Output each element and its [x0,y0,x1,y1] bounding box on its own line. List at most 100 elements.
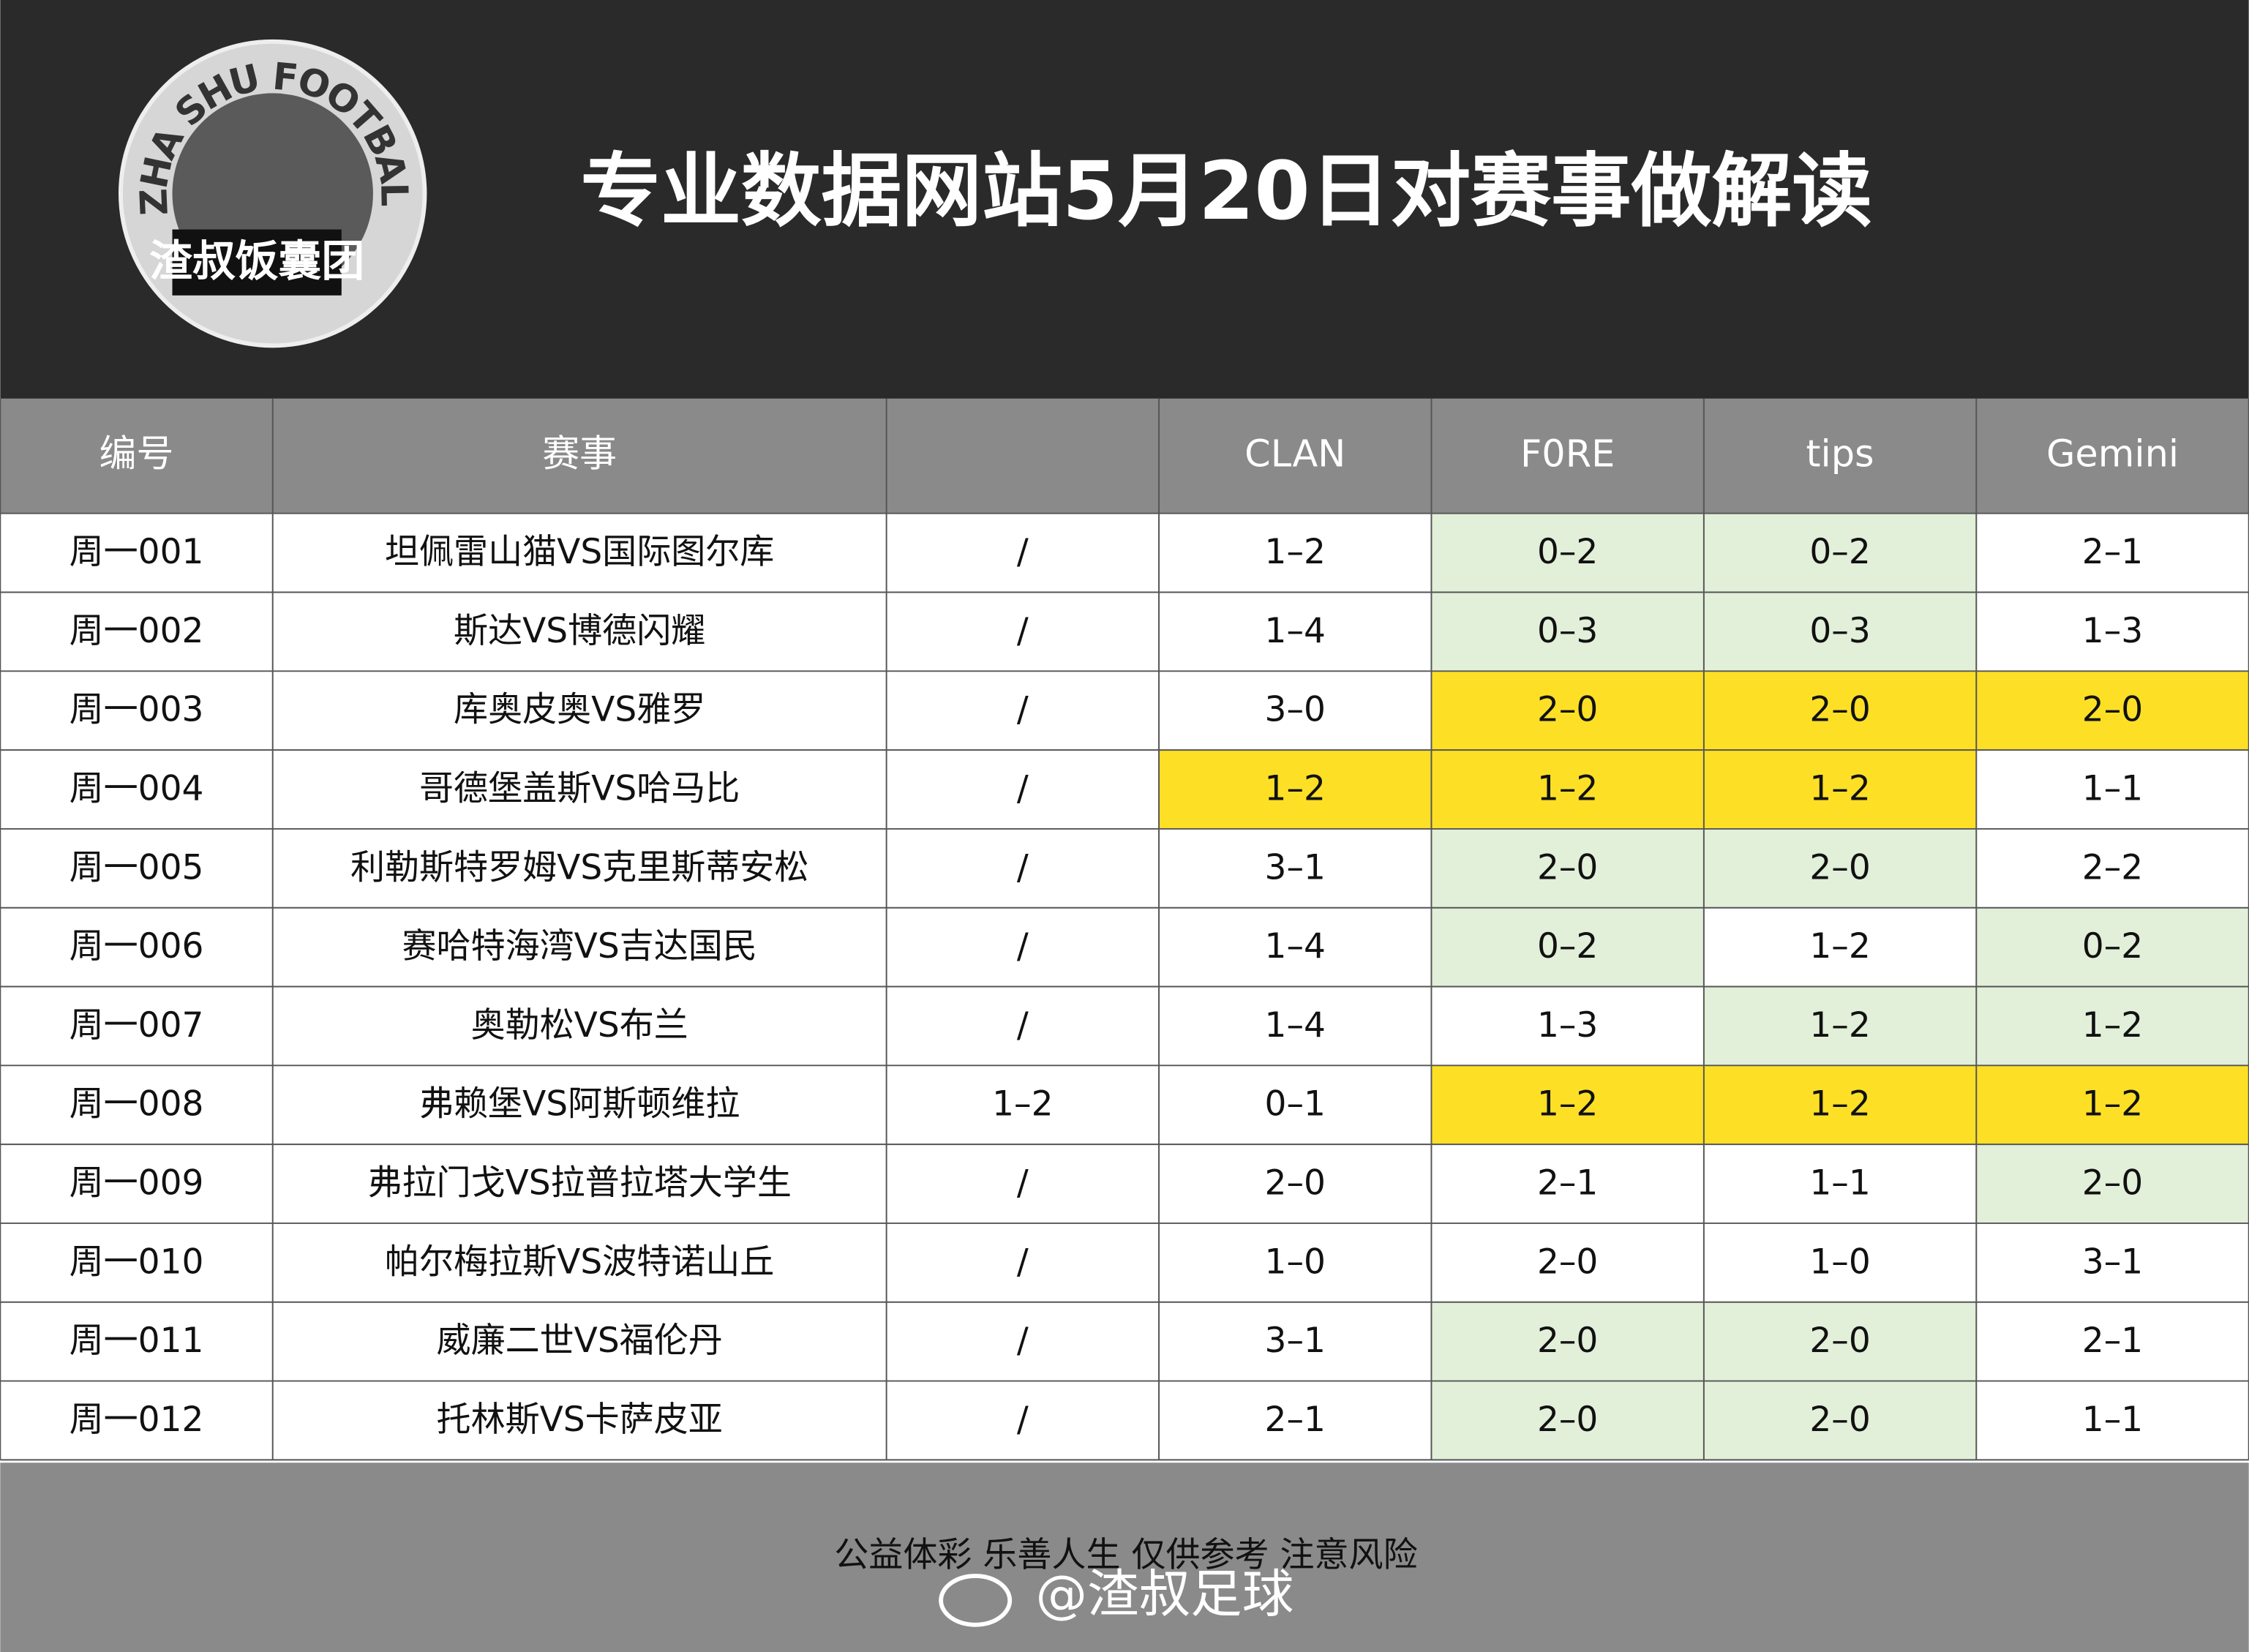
cell-bg [1976,986,2249,1066]
cell-text: 周一001 [70,532,204,572]
cell-bg [886,513,1160,593]
cell-text: 1–2 [1265,768,1326,808]
cell-text: 1–1 [2082,768,2143,808]
cell-text: 0–2 [1809,532,1870,572]
cell-bg [272,1381,887,1460]
cell-text: / [1017,1163,1029,1203]
cell-text: 1–3 [1537,1005,1598,1045]
cell-bg [886,750,1160,829]
cell-bg [1976,1302,2249,1381]
cell-bg [1976,671,2249,751]
cell-bg [886,1302,1160,1381]
cell-text: 1–1 [2082,1400,2143,1440]
cell-text: 2–1 [1265,1400,1326,1440]
footer-account: @渣叔足球 [1036,1564,1294,1624]
column-header: Gemini [2046,432,2179,476]
cell-text: 周一004 [70,768,204,808]
cell-text: 周一002 [70,611,204,651]
cell-bg [272,592,887,672]
cell-text: 0–2 [1537,532,1598,572]
cell-text: / [1017,1400,1029,1440]
cell-bg [1976,1381,2249,1460]
cell-bg [1431,592,1704,672]
cell-text: / [1017,611,1029,651]
cell-bg [886,907,1160,987]
cell-text: 周一011 [70,1321,204,1361]
cell-text: 2–0 [1265,1163,1326,1203]
cell-text: / [1017,847,1029,887]
cell-text: 2–0 [1537,690,1598,730]
cell-bg [1159,828,1432,908]
cell-bg [0,828,273,908]
column-header: CLAN [1244,432,1345,476]
logo-badge-bg [172,229,342,296]
cell-text: 3–0 [1265,690,1326,730]
cell-text: 0–1 [1265,1084,1326,1125]
cell-bg [1159,513,1432,593]
cell-text: 0–2 [1537,926,1598,966]
cell-text: 周一012 [70,1400,204,1440]
cell-bg [1431,1381,1704,1460]
cell-text: 2–0 [2082,1163,2143,1203]
cell-bg [1159,1302,1432,1381]
cell-bg [1431,1144,1704,1223]
cell-bg [1159,1144,1432,1223]
cell-bg [1703,907,1977,987]
cell-bg [0,986,273,1066]
cell-text: 奥勒松VS布兰 [471,1005,688,1045]
header-row-bg [0,398,2249,514]
cell-bg [1703,1302,1977,1381]
cell-text: 库奥皮奥VS雅罗 [454,690,705,730]
cell-text: / [1017,926,1029,966]
cell-bg [1703,750,1977,829]
cell-bg [272,1223,887,1302]
cell-text: 弗赖堡VS阿斯顿维拉 [419,1084,740,1125]
cell-bg [1159,750,1432,829]
cell-text: / [1017,532,1029,572]
cell-bg [1976,1144,2249,1223]
cell-bg [272,1302,887,1381]
cell-text: 威廉二世VS福伦丹 [437,1321,723,1361]
cell-bg [1431,907,1704,987]
cell-bg [272,513,887,593]
cell-bg [0,1381,273,1460]
cell-bg [886,592,1160,672]
cell-bg [886,1065,1160,1145]
cell-text: 2–0 [1809,1400,1870,1440]
cell-text: 周一006 [70,926,204,966]
cell-bg [1431,1065,1704,1145]
cell-text: 3–1 [1265,847,1326,887]
cell-bg [886,1381,1160,1460]
cell-bg [0,592,273,672]
cell-text: 1–2 [1809,1005,1870,1045]
cell-bg [1159,986,1432,1066]
cell-bg [1431,750,1704,829]
cell-text: 1–2 [1809,926,1870,966]
cell-text: 2–1 [2082,1321,2143,1361]
cell-text: 1–2 [2082,1005,2143,1045]
table: 编号 赛事 CLAN F0RE tips Gemini 周一001 坦佩雷山猫VS国际图尔库 /… [0,398,2249,1461]
cell-text: 周一010 [70,1242,204,1282]
cell-bg [1976,907,2249,987]
cell-text: 托林斯VS卡萨皮亚 [437,1400,723,1440]
cell-bg [1159,1381,1432,1460]
cell-text: / [1017,1242,1029,1282]
cell-text: 1–2 [1809,768,1870,808]
cell-bg [0,1302,273,1381]
cell-text: 1–0 [1809,1242,1870,1282]
cell-text: 0–3 [1537,611,1598,651]
cell-bg [1431,513,1704,593]
cell-text: / [1017,768,1029,808]
cell-bg [1703,513,1977,593]
cell-bg [1703,1381,1977,1460]
cell-text: 2–0 [2082,690,2143,730]
cell-text: 2–0 [1537,847,1598,887]
cell-text: 1–0 [1265,1242,1326,1282]
cell-bg [272,1144,887,1223]
cell-text: 1–2 [1265,532,1326,572]
cell-text: 1–4 [1265,611,1326,651]
cell-bg [0,1144,273,1223]
cell-text: 1–3 [2082,611,2143,651]
cell-bg [272,750,887,829]
